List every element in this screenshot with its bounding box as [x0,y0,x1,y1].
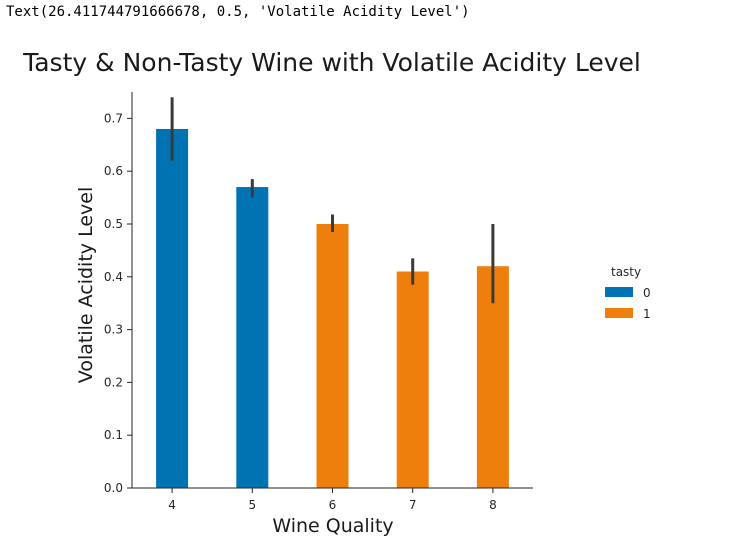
y-tick-label: 0.7 [104,111,123,125]
y-tick-label: 0.0 [104,481,123,495]
y-tick-label: 0.5 [104,217,123,231]
x-tick-label: 8 [489,498,497,512]
legend-swatch-0 [605,287,633,297]
x-tick-label: 5 [248,498,256,512]
bar-4-tasty-0 [156,129,188,488]
y-tick-label: 0.2 [104,375,123,389]
x-tick-label: 7 [409,498,417,512]
chart-title: Tasty & Non-Tasty Wine with Volatile Aci… [22,48,641,77]
bar-6-tasty-1 [317,224,349,488]
bar-7-tasty-1 [397,272,429,488]
y-tick-label: 0.1 [104,428,123,442]
plot-area [156,97,509,488]
x-ticks: 4 5 6 7 8 [168,488,496,512]
x-axis-label: Wine Quality [272,515,393,537]
legend: tasty 0 1 [605,265,651,321]
y-axis-label: Volatile Acidity Level [75,187,97,383]
x-tick-label: 4 [168,498,176,512]
legend-swatch-1 [605,308,633,318]
legend-label-0: 0 [643,286,651,300]
legend-label-1: 1 [643,307,651,321]
x-tick-label: 6 [329,498,337,512]
y-ticks: 0.0 0.1 0.2 0.3 0.4 0.5 0.6 0.7 [104,111,132,495]
y-tick-label: 0.3 [104,323,123,337]
y-tick-label: 0.6 [104,164,123,178]
legend-title: tasty [611,265,641,279]
y-tick-label: 0.4 [104,270,123,284]
bar-5-tasty-0 [236,187,268,488]
